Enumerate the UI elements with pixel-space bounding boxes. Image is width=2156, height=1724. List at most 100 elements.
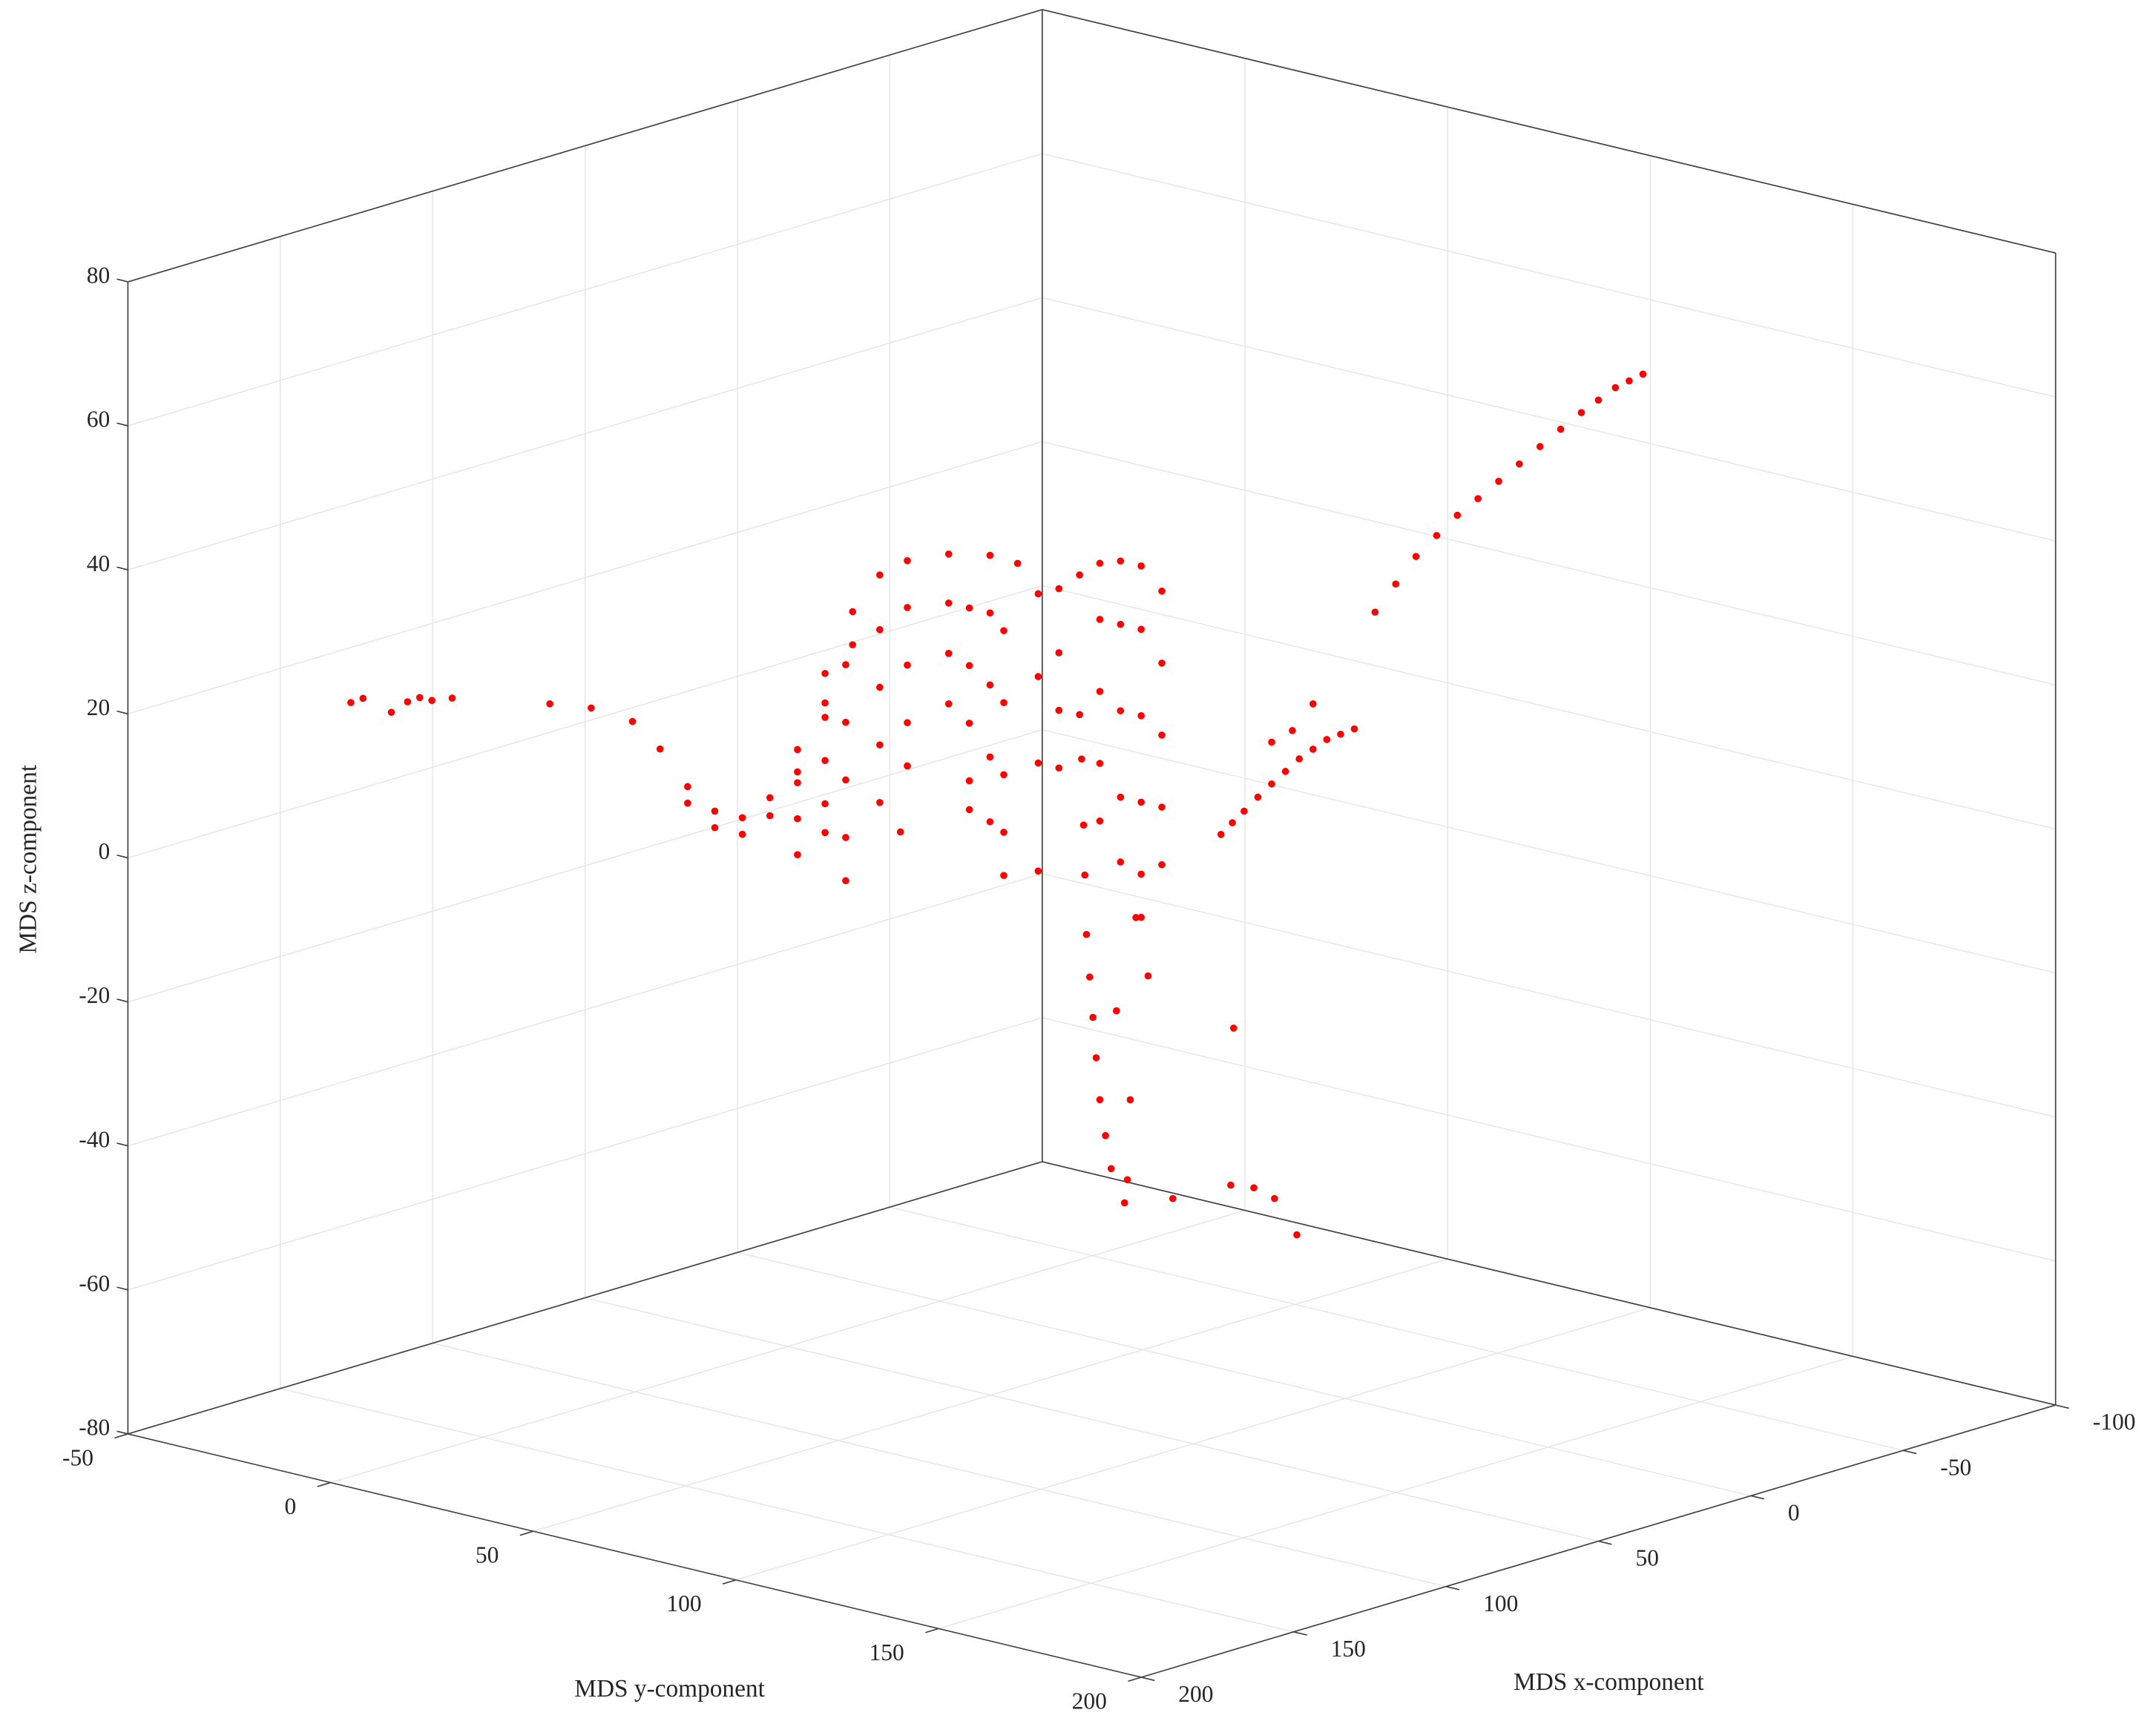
grid-line	[1042, 873, 2056, 1118]
point	[842, 776, 849, 784]
point	[738, 830, 746, 838]
point	[1158, 659, 1166, 667]
point	[1034, 759, 1042, 767]
point	[1079, 821, 1088, 829]
point	[1229, 819, 1236, 826]
x-tick	[2055, 1404, 2069, 1409]
x-tick	[1141, 1677, 1155, 1682]
point	[1123, 1176, 1131, 1184]
y-tick	[114, 1433, 128, 1439]
y-axis-label: MDS y-component	[574, 1675, 765, 1702]
point	[1626, 377, 1633, 385]
point	[347, 699, 355, 706]
point	[1117, 620, 1125, 628]
x-tick	[1903, 1450, 1917, 1455]
point	[1000, 872, 1008, 879]
point	[1082, 930, 1091, 938]
point	[448, 694, 456, 702]
point	[842, 834, 849, 841]
point	[875, 798, 884, 806]
x-tick	[1598, 1540, 1612, 1545]
point	[1495, 477, 1502, 485]
point	[1227, 1181, 1235, 1189]
point	[1268, 780, 1275, 788]
point	[1000, 627, 1008, 634]
axis-edge	[1042, 1161, 2056, 1406]
point	[849, 608, 857, 616]
point	[1034, 590, 1042, 598]
point	[821, 714, 829, 721]
axis-edge	[128, 9, 1043, 283]
point	[1309, 700, 1317, 708]
y-tick-label: 150	[869, 1639, 904, 1665]
point	[875, 683, 884, 691]
grid-line	[128, 585, 1043, 859]
point	[1107, 1165, 1115, 1173]
point	[1557, 425, 1565, 433]
x-tick-label: 0	[1788, 1500, 1800, 1526]
point	[1078, 755, 1085, 763]
point	[944, 650, 953, 657]
point	[404, 698, 412, 705]
point	[944, 599, 953, 607]
point	[1117, 707, 1125, 714]
point	[842, 877, 849, 885]
grid-line	[128, 1017, 1043, 1291]
points	[347, 370, 1647, 1239]
x-tick-label: 150	[1331, 1636, 1366, 1662]
point	[711, 807, 719, 815]
grid-line	[128, 729, 1043, 1003]
point	[766, 794, 774, 802]
point	[1137, 798, 1145, 806]
grid-line	[533, 1258, 1448, 1532]
point	[794, 768, 801, 776]
point	[684, 783, 691, 791]
point	[1371, 608, 1379, 616]
point	[1137, 870, 1145, 878]
grid-line	[1042, 728, 2056, 974]
point	[842, 718, 849, 726]
x-tick	[1293, 1631, 1307, 1636]
point	[821, 800, 829, 808]
point	[904, 661, 911, 669]
y-tick	[317, 1481, 331, 1487]
y-tick	[519, 1530, 533, 1536]
point	[1337, 730, 1344, 738]
point	[1055, 764, 1063, 772]
z-tick-label: -80	[79, 1415, 110, 1441]
point	[794, 851, 801, 859]
z-tick	[116, 422, 128, 427]
x-tick	[1750, 1495, 1765, 1500]
point	[1085, 973, 1094, 981]
point	[1144, 972, 1152, 980]
point	[944, 700, 953, 708]
axis-edge	[128, 1161, 1043, 1435]
point	[1055, 585, 1063, 593]
point	[794, 815, 801, 823]
point	[1158, 731, 1166, 739]
point	[1350, 725, 1358, 733]
point	[428, 697, 436, 705]
point	[588, 704, 595, 712]
point	[1309, 746, 1317, 753]
point	[1268, 738, 1275, 746]
point	[1639, 370, 1647, 378]
point	[1293, 1231, 1301, 1239]
labels: -80 -60 -40 -20 0 20 40 60 80 -50 0 50 100 150 200 -100…	[62, 263, 2135, 1714]
point	[1076, 571, 1083, 579]
point	[711, 823, 719, 832]
axis-edge	[1042, 9, 2056, 254]
point	[1096, 616, 1104, 623]
point	[1240, 807, 1248, 815]
point	[1126, 1096, 1134, 1104]
point	[1137, 712, 1145, 720]
y-tick	[722, 1579, 737, 1585]
point	[821, 669, 829, 677]
point	[1611, 384, 1620, 392]
point	[1076, 711, 1083, 719]
point	[1323, 736, 1331, 743]
z-tick	[116, 1430, 128, 1435]
point	[628, 717, 637, 726]
point	[1217, 830, 1225, 838]
point	[1055, 706, 1063, 714]
